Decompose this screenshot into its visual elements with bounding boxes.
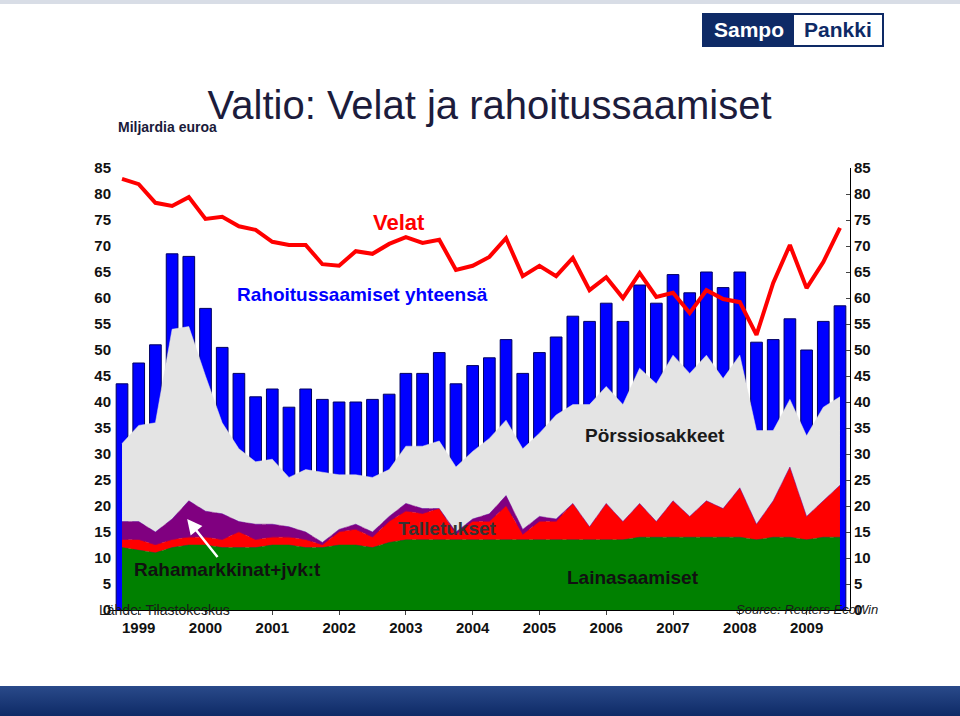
svg-text:50: 50 (94, 341, 111, 358)
svg-text:85: 85 (854, 159, 871, 176)
svg-text:60: 60 (854, 289, 871, 306)
svg-text:Lainasaamiset: Lainasaamiset (567, 567, 699, 588)
svg-text:25: 25 (94, 471, 111, 488)
svg-text:35: 35 (94, 419, 111, 436)
svg-text:80: 80 (94, 185, 111, 202)
svg-text:45: 45 (854, 367, 871, 384)
svg-text:Talletukset: Talletukset (398, 518, 497, 539)
svg-text:10: 10 (94, 549, 111, 566)
svg-text:2009: 2009 (790, 619, 823, 636)
svg-text:30: 30 (94, 445, 111, 462)
html-text:Pankki: Pankki (804, 18, 872, 41)
svg-text:2004: 2004 (456, 619, 490, 636)
svg-text:85: 85 (94, 159, 111, 176)
svg-text:Pörssiosakkeet: Pörssiosakkeet (585, 425, 725, 446)
svg-text:Source: Reuters EcoWin: Source: Reuters EcoWin (736, 602, 878, 617)
svg-text:15: 15 (854, 523, 871, 540)
svg-text:45: 45 (94, 367, 111, 384)
svg-text:1999: 1999 (122, 619, 155, 636)
svg-text:30: 30 (854, 445, 871, 462)
svg-text:75: 75 (854, 211, 871, 228)
svg-text:2008: 2008 (723, 619, 756, 636)
svg-text:65: 65 (94, 263, 111, 280)
svg-text:80: 80 (854, 185, 871, 202)
svg-text:5: 5 (854, 575, 862, 592)
svg-text:75: 75 (94, 211, 111, 228)
svg-text:0: 0 (103, 601, 111, 618)
svg-text:Velat: Velat (373, 210, 425, 235)
svg-text:60: 60 (94, 289, 111, 306)
svg-text:15: 15 (94, 523, 111, 540)
svg-text:55: 55 (94, 315, 111, 332)
svg-text:Lähde: Tilastokeskus: Lähde: Tilastokeskus (99, 602, 230, 618)
svg-text:2000: 2000 (189, 619, 222, 636)
svg-text:40: 40 (854, 393, 871, 410)
svg-text:70: 70 (94, 237, 111, 254)
svg-text:2001: 2001 (256, 619, 289, 636)
svg-text:25: 25 (854, 471, 871, 488)
svg-text:2006: 2006 (590, 619, 623, 636)
svg-text:2005: 2005 (523, 619, 556, 636)
svg-text:2007: 2007 (656, 619, 689, 636)
html-text:Sampo: Sampo (714, 18, 784, 41)
svg-text:Valtio: Velat ja rahoitussaami: Valtio: Velat ja rahoitussaamiset (208, 83, 772, 127)
svg-text:Miljardia euroa: Miljardia euroa (118, 119, 217, 135)
svg-text:Rahamarkkinat+jvk:t: Rahamarkkinat+jvk:t (134, 559, 321, 580)
svg-text:40: 40 (94, 393, 111, 410)
svg-text:20: 20 (854, 497, 871, 514)
svg-text:50: 50 (854, 341, 871, 358)
svg-text:70: 70 (854, 237, 871, 254)
svg-text:20: 20 (94, 497, 111, 514)
svg-text:55: 55 (854, 315, 871, 332)
svg-text:0: 0 (854, 601, 862, 618)
svg-text:Rahoitussaamiset yhteensä: Rahoitussaamiset yhteensä (237, 284, 488, 305)
svg-text:65: 65 (854, 263, 871, 280)
svg-text:2002: 2002 (322, 619, 355, 636)
svg-text:5: 5 (103, 575, 111, 592)
svg-text:2003: 2003 (389, 619, 422, 636)
svg-text:10: 10 (854, 549, 871, 566)
svg-text:35: 35 (854, 419, 871, 436)
